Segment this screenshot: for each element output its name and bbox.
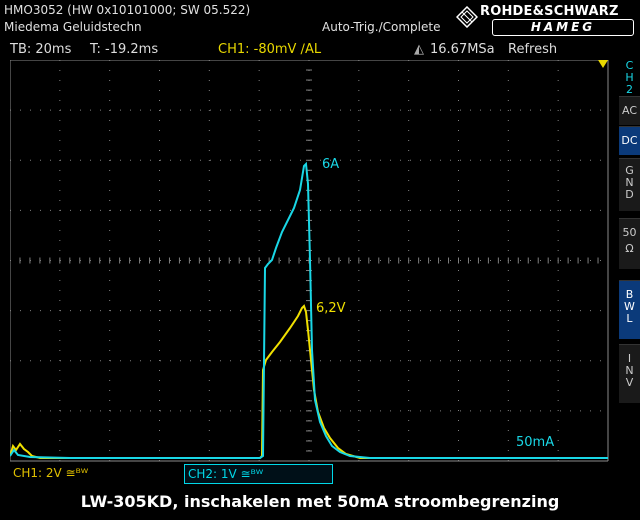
trigger-position-marker[interactable] xyxy=(598,60,608,68)
graticule xyxy=(10,60,609,462)
bwl-letter-b: B xyxy=(625,288,634,301)
current-limit-annotation: 50mA xyxy=(516,435,554,450)
owner-label: Miedema Geluidstechn xyxy=(4,20,142,34)
logo-text-bottom: HAMEG xyxy=(492,19,634,36)
sample-rate-readout: 16.67MSa xyxy=(430,42,495,57)
bwl-letter-l: L xyxy=(626,312,633,325)
ch2-scale-readout[interactable]: CH2: 1V ≅ᴮᵂ xyxy=(184,464,333,484)
gnd-letter-n: N xyxy=(625,176,634,189)
inv-letter-v: V xyxy=(625,376,634,389)
header-bar: HMO3052 (HW 0x10101000; SW 05.522) Miede… xyxy=(0,0,640,40)
scope-display: 6A 6,2V 50mA xyxy=(10,60,609,462)
channel-bar: CH1: 2V ≅ᴮᵂ CH2: 1V ≅ᴮᵂ xyxy=(0,462,640,484)
timebase-readout[interactable]: TB: 20ms xyxy=(10,42,72,57)
gnd-letter-d: D xyxy=(625,188,634,201)
model-label: HMO3052 (HW 0x10101000; SW 05.522) xyxy=(4,3,251,17)
trigger-level-readout[interactable]: CH1: -80mV ∕AL xyxy=(218,42,322,57)
bwl-letter-w: W xyxy=(624,300,635,313)
gnd-button[interactable]: G N D xyxy=(619,158,640,211)
rhode-schwarz-logo-icon xyxy=(456,6,478,28)
ac-coupling-button[interactable]: AC xyxy=(619,96,640,125)
ohm-symbol: Ω xyxy=(625,242,634,255)
info-bar: TB: 20ms T: -19.2ms CH1: -80mV ∕AL ◭ 16.… xyxy=(0,40,620,60)
ch-letter-c: C xyxy=(625,59,634,72)
ch-number: 2 xyxy=(626,83,633,96)
acquisition-mode-readout[interactable]: Refresh xyxy=(508,42,558,57)
termination-50-ohm-button[interactable]: 50 Ω xyxy=(619,218,640,269)
image-caption: LW-305KD, inschakelen met 50mA stroombeg… xyxy=(80,492,560,511)
channel-2-indicator: C H 2 xyxy=(619,59,640,96)
trigger-status: Auto-Trig./Complete xyxy=(322,20,441,34)
current-peak-annotation: 6A xyxy=(322,157,339,172)
ch1-scale-readout[interactable]: CH1: 2V ≅ᴮᵂ xyxy=(13,466,89,480)
inv-letter-n: N xyxy=(625,364,634,377)
ch-letter-h: H xyxy=(625,71,634,84)
channel-sidebar: C H 2 AC DC G N D 50 Ω B W L I N V xyxy=(619,60,640,462)
gnd-letter-g: G xyxy=(625,164,634,177)
logo-text-top: ROHDE&SCHWARZ xyxy=(480,4,619,19)
ohm-value: 50 xyxy=(622,226,637,239)
inv-letter-i: I xyxy=(627,352,632,365)
brand-logo: ROHDE&SCHWARZ HAMEG xyxy=(452,2,638,36)
invert-button[interactable]: I N V xyxy=(619,344,640,403)
dc-coupling-button[interactable]: DC xyxy=(619,126,640,155)
voltage-peak-annotation: 6,2V xyxy=(316,301,346,316)
bandwidth-limit-button[interactable]: B W L xyxy=(619,280,640,339)
acquire-icon: ◭ xyxy=(414,42,424,57)
ch2-current-trace xyxy=(10,161,608,459)
trigger-time-readout[interactable]: T: -19.2ms xyxy=(90,42,159,57)
ch1-voltage-trace xyxy=(10,304,608,459)
